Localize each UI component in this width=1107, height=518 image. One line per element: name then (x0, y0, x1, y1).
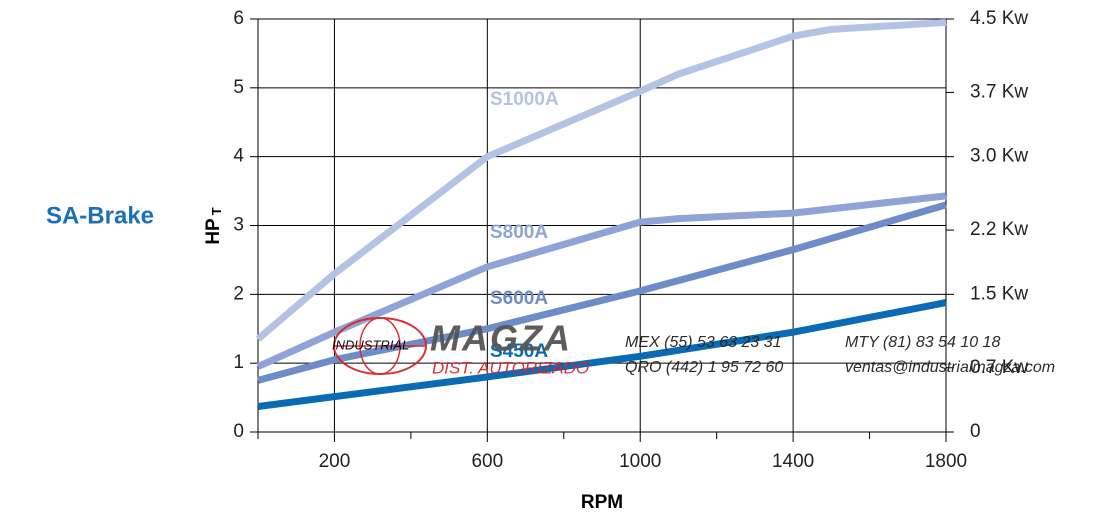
logo-tag: INDUSTRIAL (332, 337, 409, 352)
y2-tick-label: 0 (970, 421, 981, 442)
y-tick-label: 4 (233, 146, 244, 167)
logo-brand: MAGZA (430, 318, 572, 359)
chart-title: SA-Brake (46, 202, 154, 229)
contact: ventas@industrialmagza.com (845, 359, 1055, 376)
x-tick-label: 1000 (619, 451, 661, 472)
y2-tick-label: 4.5 Kw (970, 8, 1028, 29)
y-tick-label: 0 (233, 421, 244, 442)
y-tick-label: 2 (233, 283, 244, 304)
series-label: S600A (490, 288, 548, 309)
y-tick-label: 5 (233, 77, 244, 98)
series-line (257, 201, 947, 384)
x-axis-label: RPM (581, 492, 623, 513)
series-label: S800A (490, 222, 548, 243)
y2-tick-label: 3.7 Kw (970, 81, 1028, 102)
contact: QRO (442) 1 95 72 60 (625, 359, 783, 376)
y-label-main: HP (203, 218, 224, 245)
series-label: S1000A (490, 89, 559, 110)
contact: MEX (55) 53 63 23 31 (625, 334, 782, 351)
logo-sub: DIST. AUTORIZADO (432, 358, 589, 377)
y-tick-label: 6 (233, 8, 244, 29)
y-tick-label: 1 (233, 352, 244, 373)
y-label-sub: T (209, 207, 224, 215)
x-tick-label: 1800 (925, 451, 967, 472)
y-axis-label: HP T (203, 207, 224, 244)
contact: MTY (81) 83 54 10 18 (845, 334, 1000, 351)
x-tick-label: 200 (319, 451, 351, 472)
series-label: S450A (490, 341, 548, 362)
y2-tick-label: 2.2 Kw (970, 219, 1028, 240)
y2-tick-label: 3.0 Kw (970, 146, 1028, 167)
y2-tick-label: 1.5 Kw (970, 283, 1028, 304)
series-line (257, 299, 947, 411)
x-tick-label: 600 (471, 451, 503, 472)
watermark: INDUSTRIAL MAGZA DIST. AUTORIZADO MEX (5… (332, 317, 1055, 377)
series-line (256, 192, 947, 370)
series-line (255, 18, 947, 342)
y2-tick-label: 0.7 Kw (970, 357, 1028, 378)
y-tick-label: 3 (233, 215, 244, 236)
x-tick-label: 1400 (772, 451, 814, 472)
